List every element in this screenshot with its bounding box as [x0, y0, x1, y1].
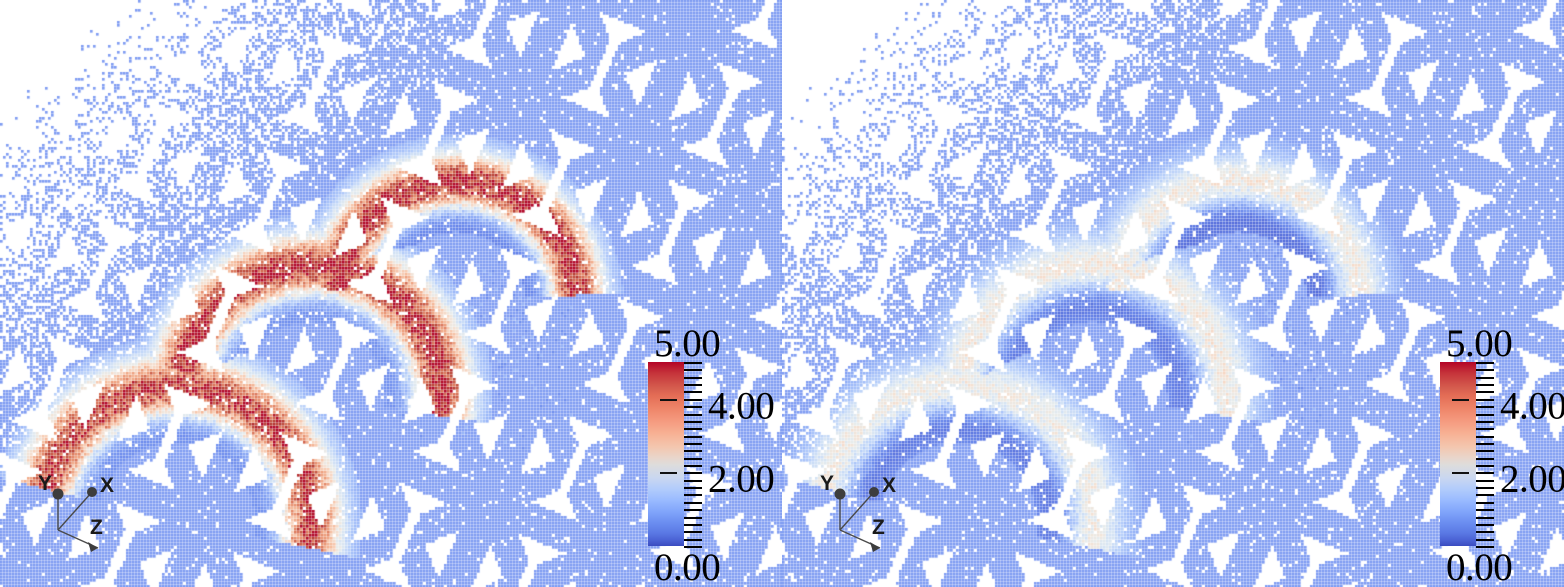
z-axis-arrow-icon — [88, 542, 98, 552]
point-cloud-right[interactable] — [782, 0, 1564, 587]
axis-label-x: X — [882, 474, 896, 497]
y-axis-arrow-icon — [52, 488, 64, 500]
axis-label-y: Y — [820, 472, 834, 495]
colorbar-right[interactable]: 5.00 0.00 4.00 2.00 — [1440, 324, 1564, 587]
z-axis-arrow-icon — [870, 542, 880, 552]
orientation-axes-left[interactable]: Y X Z — [18, 468, 133, 563]
axis-label-y: Y — [38, 472, 52, 495]
colorbar-left[interactable]: 5.00 0.00 4.00 2.00 — [648, 324, 782, 587]
axis-label-z: Z — [90, 516, 103, 539]
colorbar-tick-label-4: 4.00 — [1500, 384, 1564, 428]
render-view-right[interactable] — [782, 0, 1564, 587]
axis-label-z: Z — [872, 516, 885, 539]
colorbar-tick-label-4: 4.00 — [708, 384, 775, 428]
colorbar-ticks-left — [660, 362, 708, 548]
colorbar-ticks-right — [1452, 362, 1500, 548]
colorbar-min-label-left: 0.00 — [654, 546, 721, 587]
colorbar-tick-label-2: 2.00 — [1500, 457, 1564, 501]
axis-label-x: X — [100, 474, 114, 497]
colorbar-gradient-left — [648, 362, 684, 546]
colorbar-min-label-right: 0.00 — [1446, 546, 1513, 587]
x-axis-arrow-icon — [869, 487, 879, 497]
y-axis-arrow-icon — [834, 488, 846, 500]
colorbar-max-label-left: 5.00 — [654, 322, 721, 365]
x-axis-arrow-icon — [87, 487, 97, 497]
colorbar-max-label-right: 5.00 — [1446, 322, 1513, 365]
render-panel-left[interactable]: Y X Z 5.00 0.00 4.00 2.00 — [0, 0, 782, 587]
colorbar-tick-label-2: 2.00 — [708, 457, 775, 501]
colorbar-gradient-right — [1440, 362, 1476, 546]
orientation-axes-right[interactable]: Y X Z — [800, 468, 915, 563]
render-panel-right[interactable]: Y X Z 5.00 0.00 4.00 2.00 — [782, 0, 1564, 587]
